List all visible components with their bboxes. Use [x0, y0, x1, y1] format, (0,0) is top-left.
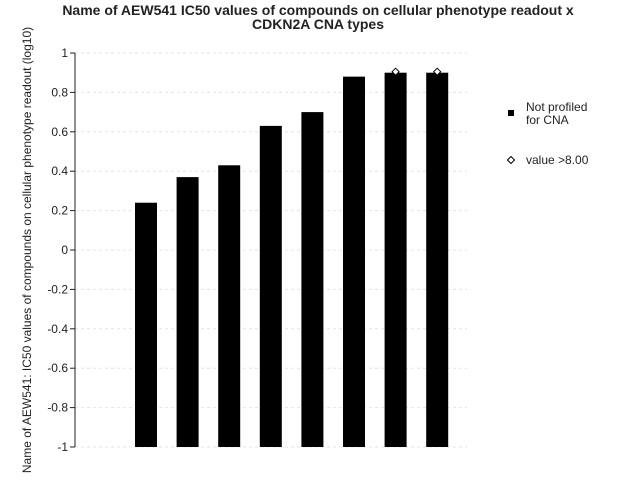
y-tick-label: -0.2 — [47, 282, 68, 296]
bar-series — [135, 72, 449, 448]
y-axis-label: Name of AEW541: IC50 values of compounds… — [20, 27, 34, 473]
bar — [384, 72, 407, 447]
y-axis: 1 0.8 0.6 0.4 0.2 0 -0.2 -0.4 -0.6 -0.8 -1 — [47, 46, 76, 454]
bar — [135, 202, 157, 447]
bar — [426, 72, 449, 447]
legend: Not profiled for CNA value >8.00 — [506, 100, 589, 167]
y-tick-label: 1 — [61, 46, 68, 60]
legend-label-not-profiled-line1: Not profiled — [526, 100, 587, 114]
legend-diamond-icon — [506, 155, 516, 165]
y-tick-label: 0.8 — [51, 85, 68, 99]
bar — [301, 112, 324, 447]
y-tick-label: 0.2 — [51, 204, 68, 218]
bar — [259, 125, 282, 447]
legend-label-value-above: value >8.00 — [526, 153, 589, 167]
diamond-marker — [432, 67, 442, 76]
y-tick-label: 0.4 — [51, 164, 68, 178]
y-tick-label: 0.6 — [51, 125, 68, 139]
y-tick-label: -1 — [57, 440, 68, 454]
y-tick-label: -0.4 — [47, 322, 68, 336]
bar — [343, 76, 365, 447]
legend-swatch-not-profiled — [508, 110, 514, 116]
legend-label-not-profiled-line2: for CNA — [526, 113, 569, 127]
y-tick-label: -0.8 — [47, 401, 68, 415]
bar — [218, 165, 241, 448]
chart-title-line2: CDKN2A CNA types — [252, 16, 384, 32]
y-tick-label: -0.6 — [47, 361, 68, 375]
y-tick-label: 0 — [61, 243, 68, 257]
threshold-markers — [391, 67, 442, 76]
diamond-marker — [391, 67, 400, 76]
bar — [176, 177, 199, 448]
chart-title-line1: Name of AEW541 IC50 values of compounds … — [62, 2, 574, 18]
